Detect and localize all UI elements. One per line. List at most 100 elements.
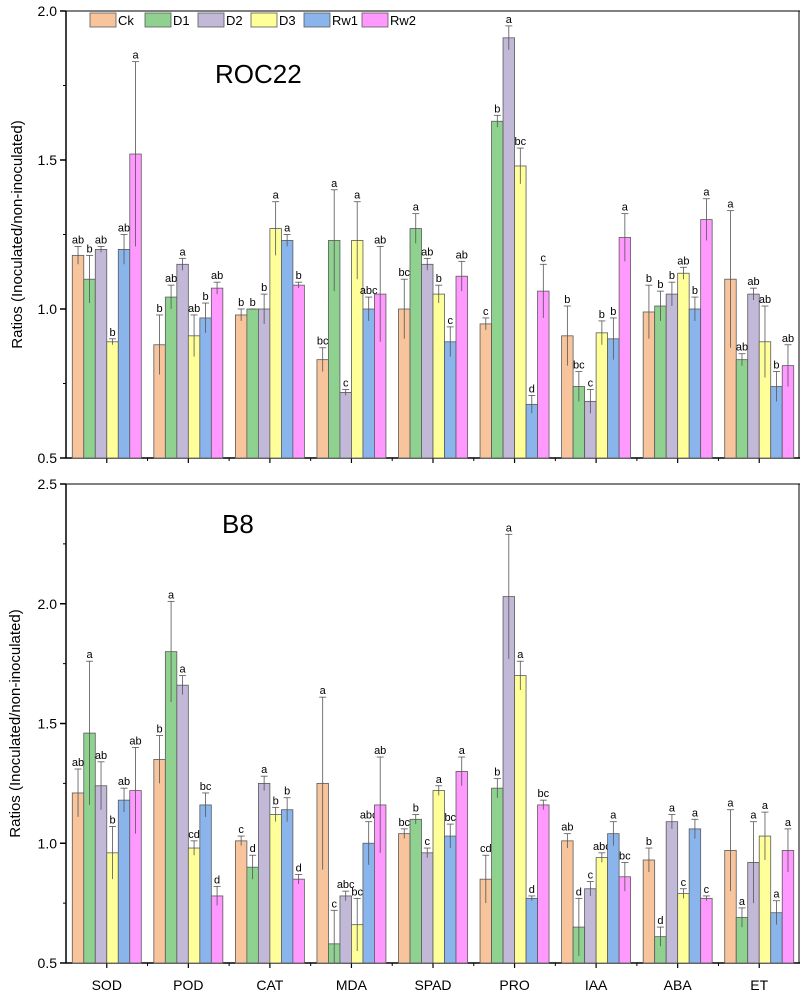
significance-label: ab <box>165 273 177 285</box>
bar-d2-mda <box>339 392 352 459</box>
significance-label: a <box>703 187 710 199</box>
bar-d2-spad <box>421 852 434 964</box>
y-tick-label: 1.0 <box>38 301 58 317</box>
bar-d3-sod <box>106 341 119 459</box>
bar-d2-sod <box>94 785 108 964</box>
significance-label: c <box>331 898 337 910</box>
bar-ck-spad <box>398 833 411 964</box>
bar-d2-aba <box>665 821 679 964</box>
bar-rw1-pod <box>199 804 212 964</box>
legend: Ck D1 D2 D3 Rw1 Rw2 <box>89 12 416 28</box>
bar-d3-pro <box>514 675 527 964</box>
significance-label: b <box>296 270 302 282</box>
significance-label: bc <box>351 886 363 898</box>
significance-label: c <box>588 870 594 882</box>
legend-swatch-ck <box>89 12 117 28</box>
x-tick-label-pod: POD <box>173 977 203 993</box>
y-axis-title: Ratios (Inoculated/non-inoculated) <box>9 120 26 348</box>
y-tick-label: 2.0 <box>38 3 58 19</box>
bar-rw1-spad <box>444 835 457 964</box>
y-axis-title: Ratios (Inoculated/non-inoculated) <box>7 609 24 837</box>
significance-label: b <box>494 103 500 115</box>
significance-label: b <box>109 814 115 826</box>
y-tick-label: 2.5 <box>38 476 58 492</box>
significance-label: a <box>320 685 327 697</box>
significance-label: a <box>692 807 699 819</box>
significance-label: b <box>284 786 290 798</box>
legend-label-ck: Ck <box>118 13 134 28</box>
significance-label: c <box>343 377 349 389</box>
bar-d2-mda <box>339 895 352 964</box>
significance-label: a <box>168 589 175 601</box>
significance-label: b <box>86 243 92 255</box>
significance-label: ab <box>374 745 386 757</box>
bar-d1-sod <box>83 278 96 459</box>
legend-swatch-d3 <box>250 12 278 28</box>
significance-label: a <box>773 889 780 901</box>
significance-label: b <box>436 273 442 285</box>
bar-d2-spad <box>421 263 434 459</box>
significance-label: c <box>483 306 489 318</box>
significance-label: b <box>413 803 419 815</box>
legend-label-rw1: Rw1 <box>332 13 358 28</box>
bar-d2-cat <box>257 782 271 964</box>
bar-d1-aba <box>654 305 667 459</box>
x-tick-label-et: ET <box>750 977 768 993</box>
significance-label: ab <box>374 234 386 246</box>
significance-label: ab <box>677 255 689 267</box>
legend-swatch-d1 <box>144 12 172 28</box>
bar-rw1-pro <box>525 897 538 964</box>
significance-label: b <box>250 297 256 309</box>
y-tick-label: 0.5 <box>38 955 58 971</box>
significance-label: b <box>564 294 570 306</box>
y-tick-label: 1.5 <box>38 152 58 168</box>
significance-label: abc <box>360 810 378 822</box>
bar-d3-iaa <box>595 857 609 964</box>
bar-rw1-mda <box>362 308 375 459</box>
significance-label: ab <box>95 750 107 762</box>
x-tick-label-aba: ABA <box>664 977 693 993</box>
x-tick-label-spad: SPAD <box>414 977 451 993</box>
bar-rw2-cat <box>292 284 305 459</box>
significance-label: abc <box>593 841 611 853</box>
bar-rw1-cat <box>280 809 294 964</box>
significance-label: a <box>739 896 746 908</box>
panel-title: ROC22 <box>215 59 302 89</box>
significance-label: ab <box>759 294 771 306</box>
significance-label: b <box>157 303 163 315</box>
bar-ck-mda <box>316 359 329 459</box>
significance-label: abc <box>360 285 378 297</box>
significance-label: a <box>506 522 513 534</box>
significance-label: bc <box>514 136 526 148</box>
significance-label: c <box>448 315 454 327</box>
bar-rw1-spad <box>444 341 457 459</box>
bar-rw2-aba <box>700 897 713 964</box>
significance-label: d <box>214 874 220 886</box>
significance-label: c <box>681 877 687 889</box>
significance-label: a <box>413 202 420 214</box>
bar-ck-pro <box>479 323 492 459</box>
bar-rw1-aba <box>688 308 702 459</box>
bar-d3-pro <box>514 165 527 459</box>
bar-ck-cat <box>234 314 248 459</box>
bar-d1-cat <box>246 866 259 964</box>
bar-d3-cat <box>269 228 282 459</box>
bar-d2-iaa <box>584 888 597 964</box>
significance-label: a <box>284 223 291 235</box>
significance-label: bc <box>398 817 410 829</box>
significance-label: ab <box>211 270 223 282</box>
significance-label: a <box>132 50 139 62</box>
significance-label: a <box>273 190 280 202</box>
x-tick-label-sod: SOD <box>92 977 122 993</box>
significance-label: b <box>273 795 279 807</box>
bar-rw1-iaa <box>607 833 620 964</box>
significance-label: b <box>494 767 500 779</box>
legend-label-d1: D1 <box>173 13 190 28</box>
significance-label: cd <box>188 829 200 841</box>
significance-label: ab <box>72 757 84 769</box>
x-tick-label-cat: CAT <box>256 977 283 993</box>
significance-label: a <box>459 745 466 757</box>
bar-d3-spad <box>432 293 445 459</box>
significance-label: d <box>250 843 256 855</box>
significance-label: b <box>610 306 616 318</box>
